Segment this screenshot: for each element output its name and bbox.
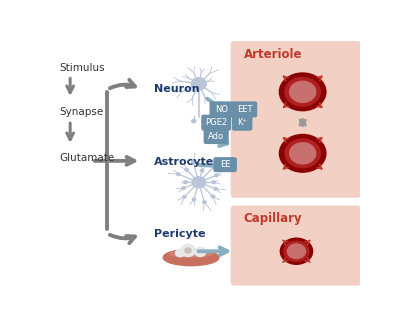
Text: Synapse: Synapse: [59, 107, 104, 117]
Circle shape: [192, 161, 195, 164]
Text: Capillary: Capillary: [244, 212, 302, 225]
Text: Neuron: Neuron: [154, 84, 200, 94]
Circle shape: [185, 248, 191, 253]
FancyBboxPatch shape: [232, 101, 257, 117]
FancyBboxPatch shape: [201, 115, 231, 131]
Circle shape: [214, 187, 217, 190]
Circle shape: [211, 195, 215, 198]
Text: EE: EE: [220, 160, 230, 169]
Circle shape: [185, 169, 188, 171]
FancyBboxPatch shape: [231, 41, 361, 198]
Text: Ado: Ado: [208, 131, 224, 141]
Text: Arteriole: Arteriole: [244, 48, 302, 61]
Circle shape: [279, 73, 326, 111]
FancyBboxPatch shape: [213, 157, 237, 172]
Circle shape: [191, 78, 206, 90]
FancyBboxPatch shape: [231, 206, 361, 286]
Circle shape: [285, 139, 320, 168]
Circle shape: [202, 119, 206, 123]
Ellipse shape: [163, 249, 219, 266]
Text: EET: EET: [237, 105, 252, 114]
Text: NO: NO: [216, 105, 228, 114]
Circle shape: [285, 78, 320, 106]
Circle shape: [180, 244, 195, 257]
Circle shape: [176, 249, 185, 257]
Circle shape: [215, 174, 218, 177]
Circle shape: [212, 181, 216, 184]
Text: Glutamate: Glutamate: [59, 153, 114, 163]
Circle shape: [280, 238, 312, 264]
Text: Pericyte: Pericyte: [154, 229, 205, 239]
Text: PGE2: PGE2: [205, 118, 227, 127]
Circle shape: [290, 81, 316, 102]
Circle shape: [288, 244, 306, 259]
Circle shape: [192, 177, 206, 188]
Circle shape: [177, 173, 180, 176]
Circle shape: [192, 198, 196, 201]
Circle shape: [182, 196, 186, 198]
Circle shape: [200, 169, 204, 172]
Circle shape: [290, 143, 316, 164]
Circle shape: [195, 247, 206, 257]
Circle shape: [184, 181, 187, 184]
Circle shape: [212, 165, 216, 168]
Circle shape: [182, 187, 185, 189]
Circle shape: [203, 201, 206, 203]
Ellipse shape: [169, 251, 213, 257]
Circle shape: [284, 241, 309, 261]
FancyBboxPatch shape: [204, 128, 229, 144]
Text: K⁺: K⁺: [237, 118, 247, 127]
Text: Stimulus: Stimulus: [59, 63, 105, 73]
FancyBboxPatch shape: [232, 115, 252, 131]
Circle shape: [192, 119, 196, 123]
Text: Astrocyte: Astrocyte: [154, 157, 214, 167]
FancyBboxPatch shape: [210, 101, 235, 117]
Circle shape: [279, 135, 326, 172]
